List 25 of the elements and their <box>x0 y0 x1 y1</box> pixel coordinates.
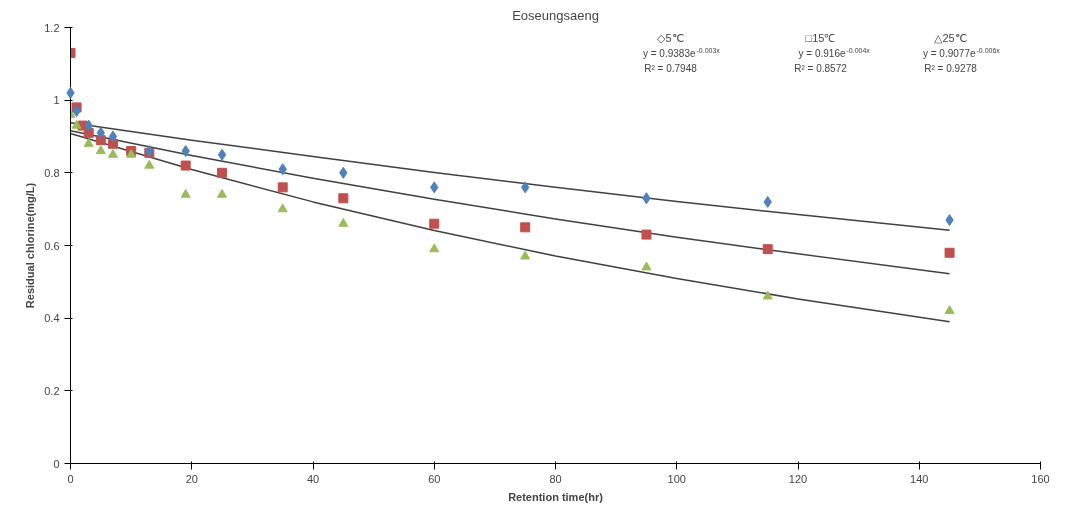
y-tick-label: 1.2 <box>44 21 60 34</box>
y-axis-title: Residual chlorine(mg/L) <box>24 182 37 309</box>
x-tick-label: 100 <box>667 472 686 485</box>
x-axis-title: Retention time(hr) <box>508 490 604 503</box>
x-tick-label: 0 <box>67 472 74 485</box>
x-tick-label: 140 <box>910 472 929 485</box>
y-tick-label: 0.6 <box>44 239 60 252</box>
x-tick-label: 60 <box>428 472 441 485</box>
annotation: R² = 0.7948 <box>644 62 698 74</box>
x-tick-label: 120 <box>788 472 808 485</box>
x-tick-label: 20 <box>185 472 198 485</box>
y-tick-label: 0.2 <box>44 384 60 397</box>
y-tick-label: 1 <box>53 94 60 107</box>
annotation: □15℃ <box>805 31 836 44</box>
annotation: R² = 0.8572 <box>794 62 848 74</box>
y-tick-label: 0.4 <box>44 312 60 325</box>
annotation: R² = 0.9278 <box>924 62 978 74</box>
y-tick-label: 0.8 <box>44 166 60 179</box>
annotation: △25℃ <box>934 31 967 44</box>
x-tick-label: 40 <box>306 472 320 485</box>
annotation: ◇5℃ <box>657 31 684 44</box>
y-tick-label: 0 <box>53 457 60 470</box>
chart-title: Eoseungsaeng <box>512 7 599 23</box>
x-tick-label: 160 <box>1031 472 1050 485</box>
x-tick-label: 80 <box>549 472 562 485</box>
